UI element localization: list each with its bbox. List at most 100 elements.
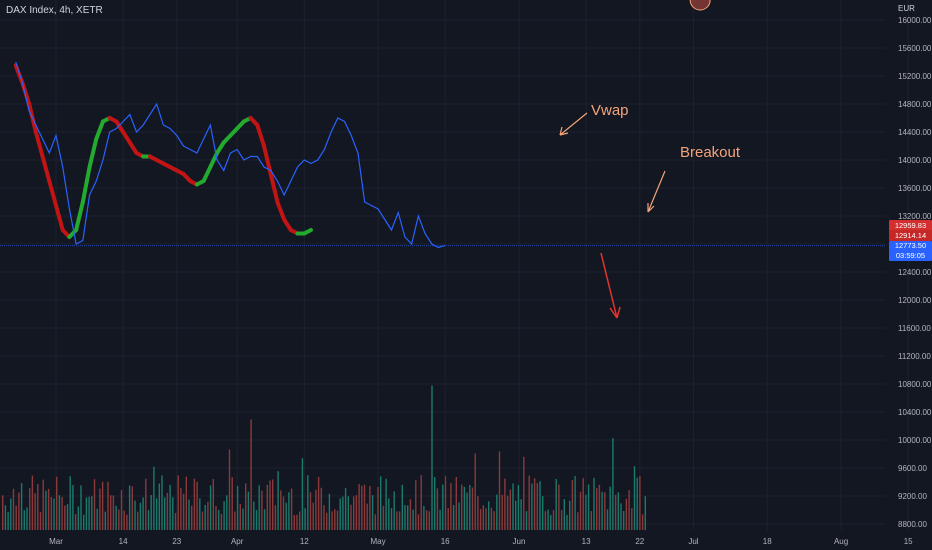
- volume-bar: [285, 502, 287, 530]
- volume-bar: [56, 476, 58, 530]
- volume-bar: [369, 486, 371, 530]
- volume-bar: [272, 479, 274, 530]
- volume-bar: [644, 496, 646, 530]
- volume-bar: [377, 486, 379, 530]
- volume-bar: [366, 503, 368, 530]
- volume-bar: [509, 489, 511, 530]
- volume-bar: [528, 475, 530, 530]
- volume-bar: [409, 499, 412, 530]
- volume-bar: [631, 508, 633, 530]
- volume-bar: [139, 502, 142, 530]
- y-tick-label: 14800.00: [898, 100, 932, 109]
- vwap-segment: [215, 140, 226, 155]
- volume-bar: [587, 484, 590, 530]
- volume-bar: [242, 508, 244, 530]
- volume-bar: [323, 505, 325, 530]
- y-tick-label: 10000.00: [898, 436, 932, 445]
- volume-bar: [579, 491, 582, 530]
- volume-bar: [204, 504, 206, 530]
- grid-lines: [0, 0, 909, 530]
- volume-bar: [120, 490, 123, 530]
- y-tick-label: 12400.00: [898, 268, 932, 277]
- volume-bar: [347, 496, 349, 530]
- price-tag-red: 12959.83: [889, 220, 932, 231]
- x-tick-label: Apr: [231, 537, 244, 546]
- volume-bar: [223, 501, 225, 530]
- volume-bar: [69, 476, 71, 530]
- volume-bar: [620, 503, 622, 530]
- vwap-segment: [114, 119, 126, 134]
- volume-bar: [112, 495, 115, 530]
- x-tick-label: 18: [763, 537, 772, 546]
- volume-bar: [560, 510, 563, 530]
- volume-bar: [212, 478, 214, 530]
- volume-bar: [29, 488, 31, 530]
- volume-bar: [444, 476, 447, 530]
- vwap-segment: [121, 130, 132, 145]
- volume-bar: [131, 486, 133, 530]
- volume-bar: [199, 498, 201, 530]
- volume-bar: [18, 492, 20, 530]
- last-price-tag: 12773.50 03:59:05: [889, 241, 932, 261]
- volume-bar: [174, 512, 177, 530]
- volume-bar: [552, 510, 555, 530]
- time-axis[interactable]: Mar 14 23 Apr 12 May 16 Jun 13 22 Jul 18 Aug 15: [49, 537, 913, 546]
- vwap-segment: [201, 165, 213, 183]
- volume-bar: [274, 505, 277, 530]
- volume-bar: [220, 513, 223, 530]
- y-tick-label: 15200.00: [898, 72, 932, 81]
- volume-bar: [623, 511, 625, 530]
- volume-bar: [247, 491, 250, 530]
- volume-bar: [296, 514, 298, 530]
- volume-bar: [585, 494, 587, 530]
- volume-bar: [74, 514, 77, 530]
- volume-bar: [401, 484, 403, 530]
- volume-bar: [336, 510, 339, 530]
- volume-bar: [31, 475, 34, 530]
- volume-bar: [61, 496, 63, 530]
- bar-countdown: 03:59:05: [895, 251, 926, 260]
- vwap-line: [13, 63, 313, 239]
- volume-bar: [536, 483, 538, 530]
- volume-bar: [47, 488, 50, 530]
- volume-bar: [547, 509, 549, 530]
- volume-bar: [471, 487, 474, 530]
- volume-bar: [334, 509, 336, 530]
- volume-bar: [137, 511, 139, 530]
- volume-bar: [269, 480, 271, 530]
- volume-bar: [91, 496, 93, 530]
- volume-bar: [312, 502, 314, 530]
- volume-bar: [355, 495, 358, 530]
- vwap-segment: [87, 137, 99, 169]
- volume-bar: [474, 453, 476, 530]
- currency-label: EUR: [898, 4, 915, 13]
- volume-bar: [128, 485, 131, 530]
- vwap-segment: [74, 200, 85, 232]
- volume-bar: [191, 505, 193, 530]
- volume-bar: [533, 478, 536, 530]
- volume-bar: [231, 477, 233, 530]
- volume-bar: [317, 477, 320, 530]
- volume-bar: [39, 511, 42, 530]
- volume-bar: [293, 514, 295, 530]
- volume-bar: [506, 495, 509, 530]
- volume-bar: [488, 501, 490, 530]
- volume-bar: [606, 509, 609, 530]
- volume-bar: [609, 486, 611, 530]
- volume-bar: [542, 496, 544, 530]
- price-line: [15, 61, 446, 249]
- volume-bar: [218, 509, 220, 530]
- volume-bar: [493, 511, 495, 530]
- volume-bar: [142, 497, 144, 530]
- price-axis[interactable]: 16000.00 15600.00 15200.00 14800.00 14400.00…: [898, 16, 932, 529]
- volume-bar: [177, 475, 179, 530]
- x-tick-label: Jun: [513, 537, 526, 546]
- volume-bar: [72, 485, 74, 530]
- vwap-segment: [302, 228, 313, 236]
- volume-bar: [482, 505, 484, 530]
- volume-bar: [425, 510, 428, 530]
- volume-bar: [498, 451, 501, 530]
- vwap-segment: [275, 200, 287, 222]
- volume-bar: [239, 503, 241, 530]
